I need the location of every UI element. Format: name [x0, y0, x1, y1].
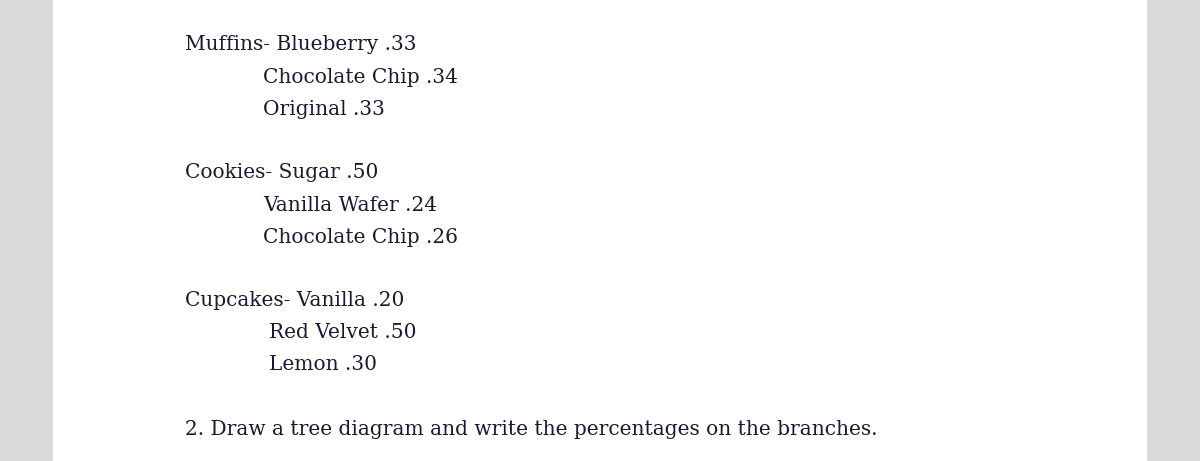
Text: Cupcakes- Vanilla .20: Cupcakes- Vanilla .20: [185, 291, 404, 310]
Text: Vanilla Wafer .24: Vanilla Wafer .24: [263, 196, 437, 215]
Text: 2. Draw a tree diagram and write the percentages on the branches.: 2. Draw a tree diagram and write the per…: [185, 420, 877, 439]
Text: Lemon .30: Lemon .30: [269, 355, 377, 374]
Text: Red Velvet .50: Red Velvet .50: [269, 323, 416, 342]
Text: Chocolate Chip .26: Chocolate Chip .26: [263, 228, 458, 247]
Text: Cookies- Sugar .50: Cookies- Sugar .50: [185, 163, 378, 182]
Text: Muffins- Blueberry .33: Muffins- Blueberry .33: [185, 35, 416, 54]
Text: Original .33: Original .33: [263, 100, 385, 119]
Text: Chocolate Chip .34: Chocolate Chip .34: [263, 68, 458, 87]
